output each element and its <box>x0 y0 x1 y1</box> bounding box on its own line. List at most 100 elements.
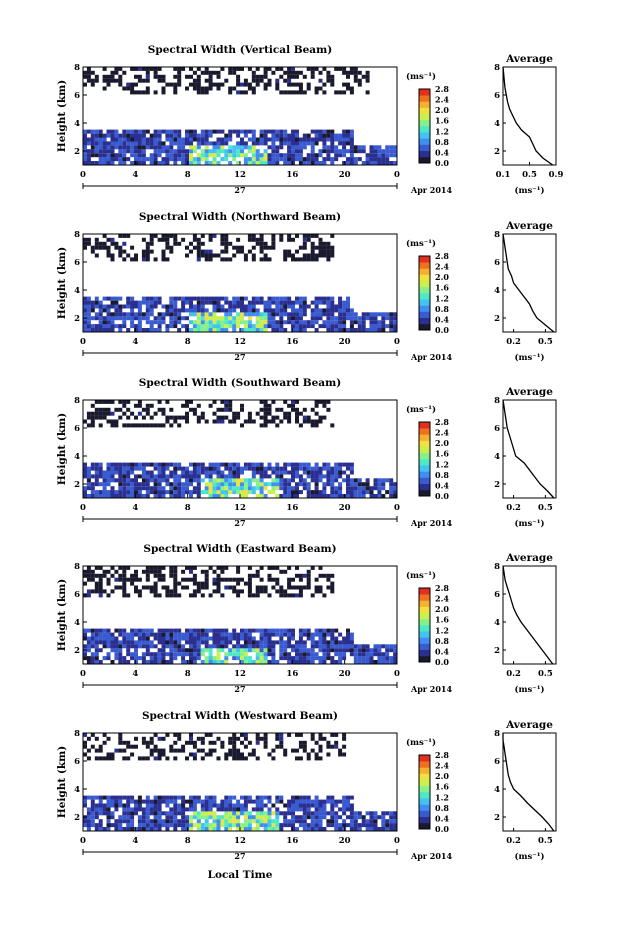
heatmap-cell <box>330 233 335 238</box>
heatmap-cell <box>295 748 299 753</box>
heatmap-cell <box>247 823 252 828</box>
heatmap-cell <box>173 86 178 91</box>
heatmap-cell <box>130 640 135 645</box>
heatmap-cell <box>189 157 193 162</box>
heatmap-cell <box>137 640 142 645</box>
heatmap-cell <box>208 316 213 321</box>
heatmap-cell <box>173 644 178 649</box>
heatmap-cell <box>122 137 127 142</box>
heatmap-cell <box>342 161 347 165</box>
heatmap-cell <box>330 581 335 586</box>
heatmap-cell <box>145 423 150 428</box>
heatmap-cell <box>318 573 323 578</box>
heatmap-cell <box>173 462 178 467</box>
heatmap-cell <box>94 470 99 475</box>
heatmap-cell <box>365 490 370 495</box>
heatmap-cell <box>149 249 154 254</box>
heatmap-cell <box>189 752 193 757</box>
heatmap-cell <box>149 145 154 150</box>
heatmap-cell <box>295 462 299 467</box>
heatmap-cell <box>240 660 244 664</box>
heatmap-cell <box>310 129 315 134</box>
heatmap-cell <box>353 644 358 649</box>
heatmap-cell <box>330 732 335 737</box>
heatmap-cell <box>243 795 248 800</box>
heatmap-cell <box>291 628 295 633</box>
heatmap-cell <box>110 78 115 83</box>
heatmap-cell <box>314 807 319 812</box>
heatmap-cell <box>157 141 162 146</box>
heatmap-cell <box>192 145 197 150</box>
heatmap-cell <box>291 300 295 305</box>
heatmap-cell <box>310 466 315 471</box>
heatmap-cell <box>122 462 127 467</box>
heatmap-cell <box>157 129 162 134</box>
heatmap-cell <box>196 811 201 816</box>
heatmap-cell <box>314 827 319 831</box>
heatmap-cell <box>208 233 213 238</box>
heatmap-cell <box>157 827 162 831</box>
colorbar-frame <box>418 421 431 497</box>
heatmap-cell <box>353 312 358 317</box>
heatmap-cell <box>134 253 138 258</box>
heatmap-cell <box>240 296 244 301</box>
heatmap-cell <box>102 86 107 91</box>
heatmap-cell <box>181 474 186 479</box>
heatmap-cell <box>153 300 158 305</box>
heatmap-cell <box>216 819 221 824</box>
heatmap-cell <box>153 636 158 641</box>
heatmap-cell <box>275 482 280 487</box>
heatmap-cell <box>291 137 295 142</box>
heatmap-cell <box>83 312 87 317</box>
heatmap-cell <box>381 316 386 321</box>
heatmap-cell <box>192 86 197 91</box>
y-tick-label: 2 <box>74 646 80 656</box>
heatmap-cell <box>259 153 264 158</box>
heatmap-cell <box>346 296 350 301</box>
heatmap-cell <box>310 137 315 142</box>
heatmap-cell <box>330 823 335 828</box>
heatmap-cell <box>149 807 154 812</box>
average-y-tick-label: 6 <box>494 91 500 101</box>
heatmap-cell <box>157 78 162 83</box>
heatmap-cell <box>251 253 256 258</box>
heatmap-cell <box>349 811 354 816</box>
heatmap-cell <box>173 141 178 146</box>
heatmap-cell <box>161 632 166 637</box>
average-x-tick-label: 0.5 <box>522 170 537 180</box>
colorbar-tick-label: 0.4 <box>435 646 449 656</box>
heatmap-cell <box>377 656 382 661</box>
heatmap-cell <box>173 807 178 812</box>
heatmap-cell <box>137 78 142 83</box>
heatmap-cell <box>86 66 91 71</box>
heatmap-cell <box>295 157 299 162</box>
heatmap-cell <box>200 149 205 154</box>
heatmap-cell <box>122 482 127 487</box>
heatmap-cell <box>177 628 182 633</box>
average-y-tick-label: 2 <box>494 314 500 324</box>
heatmap-cell <box>334 462 339 467</box>
heatmap-cell <box>141 656 146 661</box>
heatmap-cell <box>181 296 186 301</box>
heatmap-cell <box>141 482 146 487</box>
heatmap-cell <box>298 585 303 590</box>
heatmap-cell <box>165 312 170 317</box>
heatmap-cell <box>137 795 142 800</box>
heatmap-cell <box>255 82 260 87</box>
heatmap-cell <box>271 803 276 808</box>
heatmap-cell <box>220 296 225 301</box>
heatmap-cell <box>306 137 311 142</box>
heatmap-cell <box>185 470 189 475</box>
heatmap-cell <box>173 324 178 329</box>
heatmap-cell <box>232 795 237 800</box>
heatmap-cell <box>271 237 276 242</box>
heatmap-cell <box>165 415 170 420</box>
heatmap-cell <box>149 652 154 657</box>
heatmap-cell <box>342 300 347 305</box>
x-tick-label: 12 <box>234 170 246 180</box>
y-axis-label: Height (km) <box>56 579 68 651</box>
heatmap-cell <box>122 569 127 574</box>
colorbar-swatch <box>419 761 430 768</box>
heatmap-cell <box>134 133 138 138</box>
heatmap-cell <box>114 133 119 138</box>
